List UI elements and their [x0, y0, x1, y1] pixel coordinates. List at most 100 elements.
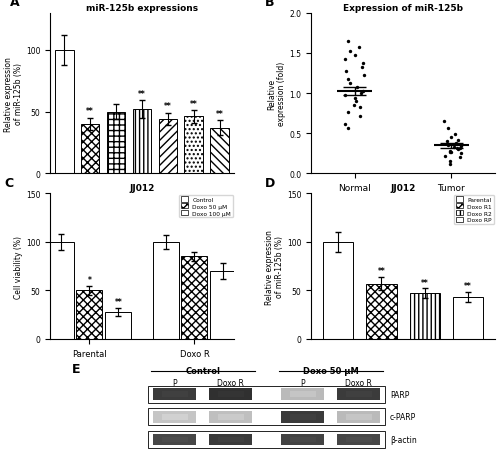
Y-axis label: Cell viability (%): Cell viability (%): [14, 235, 23, 298]
Text: E: E: [72, 362, 81, 375]
Y-axis label: Relative expression
of miR-125b (%): Relative expression of miR-125b (%): [4, 56, 23, 131]
Bar: [290, 414, 316, 420]
Point: [356, 113, 364, 120]
Point: [356, 44, 364, 52]
Bar: [184, 117, 203, 174]
Bar: [453, 298, 483, 339]
Point: [446, 148, 454, 155]
Point: [441, 152, 449, 160]
Bar: [162, 391, 188, 397]
Point: [446, 161, 454, 168]
Bar: [152, 242, 178, 339]
Point: [342, 69, 349, 76]
Bar: [281, 411, 324, 423]
Point: [446, 158, 454, 166]
Bar: [346, 391, 372, 397]
Title: JJ012: JJ012: [130, 184, 154, 193]
Bar: [290, 437, 316, 443]
Point: [350, 102, 358, 110]
Point: [452, 145, 460, 153]
Point: [457, 150, 465, 157]
Bar: [210, 271, 236, 339]
Point: [446, 150, 454, 157]
Bar: [218, 437, 244, 443]
Point: [359, 60, 367, 67]
Bar: [209, 434, 252, 445]
Bar: [346, 414, 372, 420]
Text: Doxo 50 μM: Doxo 50 μM: [303, 366, 358, 375]
Point: [444, 125, 452, 133]
Legend: Parental, Doxo R1, Doxo R2, Doxo RP: Parental, Doxo R1, Doxo R2, Doxo RP: [454, 195, 494, 225]
Point: [446, 149, 454, 156]
Bar: [158, 120, 177, 174]
Point: [444, 141, 452, 149]
Bar: [148, 408, 386, 425]
Point: [344, 109, 352, 117]
Y-axis label: Relative
expression (fold): Relative expression (fold): [267, 62, 286, 126]
Point: [451, 131, 459, 138]
Point: [352, 53, 360, 60]
Point: [344, 125, 351, 133]
Point: [356, 105, 364, 112]
Point: [346, 81, 354, 88]
Point: [450, 144, 458, 151]
Point: [342, 56, 349, 63]
Point: [352, 85, 360, 92]
Text: **: **: [421, 278, 428, 287]
Point: [358, 64, 366, 72]
Point: [346, 49, 354, 56]
Text: P: P: [172, 378, 177, 387]
Text: **: **: [378, 266, 386, 275]
Point: [440, 118, 448, 125]
Text: *: *: [88, 275, 92, 284]
Text: **: **: [464, 282, 472, 291]
Text: **: **: [114, 297, 122, 307]
Bar: [106, 113, 126, 174]
Text: **: **: [190, 100, 198, 109]
Point: [454, 137, 462, 144]
Text: **: **: [138, 90, 146, 99]
Text: **: **: [216, 109, 224, 119]
Bar: [290, 391, 316, 397]
Point: [344, 76, 351, 83]
Point: [352, 98, 360, 106]
Point: [444, 138, 452, 145]
Bar: [153, 411, 196, 423]
Bar: [153, 388, 196, 400]
Text: PARP: PARP: [390, 390, 409, 399]
Text: P: P: [300, 378, 305, 387]
Text: B: B: [265, 0, 274, 9]
Title: Expression of miR-125b: Expression of miR-125b: [343, 4, 463, 13]
Bar: [218, 414, 244, 420]
Bar: [48, 242, 74, 339]
Bar: [106, 312, 132, 339]
Y-axis label: Relative expression
of miR-125b (%): Relative expression of miR-125b (%): [264, 229, 284, 304]
Bar: [132, 110, 152, 174]
Point: [452, 141, 460, 148]
Legend: SNM83, SW1353, JJ012, CS-1, CSPG, CH-2879, OUMS-27: SNM83, SW1353, JJ012, CS-1, CSPG, CH-287…: [90, 249, 194, 270]
Point: [447, 134, 455, 142]
Bar: [209, 388, 252, 400]
Point: [360, 88, 368, 95]
Bar: [337, 388, 380, 400]
Bar: [182, 257, 208, 339]
Bar: [148, 386, 386, 403]
Point: [456, 144, 464, 152]
Bar: [76, 291, 102, 339]
Bar: [281, 434, 324, 445]
Bar: [366, 284, 396, 339]
Point: [444, 142, 452, 150]
Bar: [210, 128, 229, 174]
Title: JJ012: JJ012: [390, 184, 415, 193]
Text: Doxo R: Doxo R: [217, 378, 244, 387]
Bar: [153, 434, 196, 445]
Bar: [410, 294, 440, 339]
Bar: [209, 411, 252, 423]
Point: [360, 73, 368, 80]
Point: [358, 90, 366, 98]
Bar: [323, 242, 354, 339]
Point: [456, 143, 464, 150]
Bar: [337, 434, 380, 445]
Bar: [148, 431, 386, 448]
Text: **: **: [164, 102, 172, 111]
